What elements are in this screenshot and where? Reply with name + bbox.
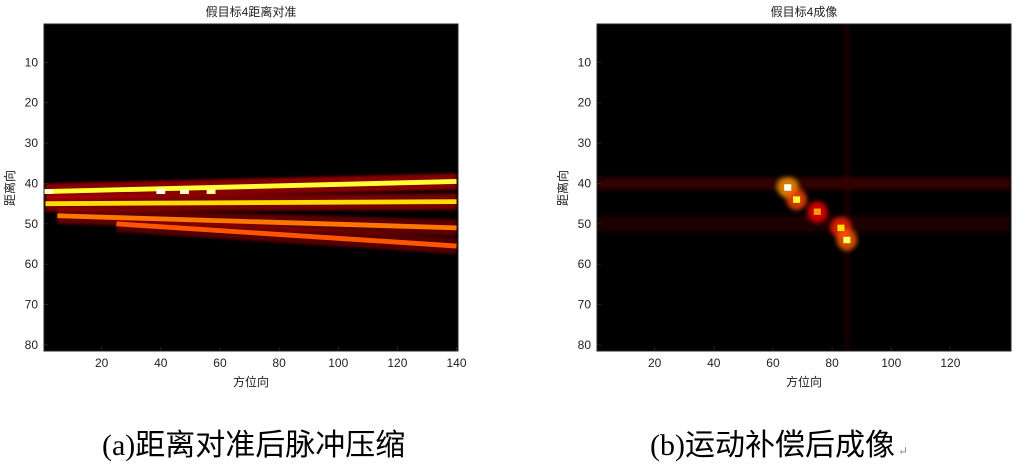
range-line-glow: [597, 215, 1011, 232]
y-tick-label: 70: [25, 298, 39, 312]
scatter-point-1: [784, 184, 792, 191]
y-tick-label: 50: [25, 217, 39, 231]
y-tick-label: 80: [25, 338, 39, 352]
x-tick-label: 140: [447, 356, 467, 370]
azimuth-line-glow: [843, 24, 850, 351]
x-axis-ticks: 20 40 60 80 100 120 140: [95, 347, 467, 370]
x-axis-ticks: 20 40 60 80 100 120: [648, 347, 961, 370]
caption-a: (a)距离对准后脉冲压缩: [102, 420, 405, 464]
x-axis-label: 方位向: [233, 374, 269, 389]
y-tick-label: 40: [578, 176, 592, 190]
band-4: [116, 221, 457, 249]
x-tick-label: 100: [328, 356, 348, 370]
band-1: [45, 179, 457, 194]
x-tick-label: 40: [707, 356, 721, 370]
scatter-point-4: [837, 224, 845, 232]
hotspot-2: [156, 189, 166, 194]
scatter-point-2: [793, 196, 801, 203]
y-tick-label: 10: [578, 55, 592, 69]
y-tick-label: 30: [25, 136, 39, 150]
y-tick-label: 50: [578, 217, 592, 231]
x-tick-label: 20: [95, 356, 109, 370]
scatter-point-5: [843, 236, 851, 244]
y-axis-ticks: 10 20 30 40 50 60 70 80: [578, 55, 601, 352]
y-tick-label: 80: [578, 338, 592, 352]
figure-svg: 假目标4距离对准 20 40 60 80 100 120 140 10 20 30 40 50 60 7…: [2, 4, 1012, 389]
caption-b-text: (b)运动补偿后成像: [650, 429, 895, 462]
axes-frame: [43, 23, 459, 352]
y-tick-label: 60: [25, 257, 39, 271]
x-tick-label: 60: [213, 356, 227, 370]
x-tick-label: 60: [766, 356, 780, 370]
return-mark-icon: ↵: [897, 444, 909, 458]
y-axis-ticks: 10 20 30 40 50 60 70 80: [25, 55, 48, 352]
y-tick-label: 20: [578, 96, 592, 110]
y-tick-label: 30: [578, 136, 592, 150]
scatter-point-3: [813, 208, 821, 215]
caption-a-text: (a)距离对准后脉冲压缩: [102, 429, 406, 462]
x-tick-label: 120: [387, 356, 407, 370]
y-tick-label: 70: [578, 298, 592, 312]
heatmap-marks: [597, 24, 1011, 351]
y-tick-label: 40: [25, 176, 39, 190]
axes-frame: [596, 23, 1012, 352]
range-line-glow: [597, 177, 1011, 190]
y-tick-label: 20: [25, 96, 39, 110]
heatmap-glow: [597, 24, 1011, 351]
chart-range-alignment: 假目标4距离对准 20 40 60 80 100 120 140 10 20 30 40 50 60 7…: [2, 4, 467, 389]
chart-motion-compensation: 假目标4成像 20 40 60 80 100 120 10 20 30 40 50 60 70 80 方…: [555, 5, 1012, 389]
x-tick-label: 120: [940, 356, 960, 370]
caption-b: (b)运动补偿后成像 ↵: [650, 420, 908, 464]
heatmap-marks: [44, 173, 458, 255]
x-tick-label: 80: [272, 356, 286, 370]
x-tick-label: 20: [648, 356, 662, 370]
x-tick-label: 40: [154, 356, 168, 370]
x-tick-label: 100: [881, 356, 901, 370]
hotspot-1: [44, 189, 53, 194]
band-3: [57, 213, 457, 231]
y-tick-label: 10: [25, 55, 39, 69]
y-axis-label: 距离向: [555, 170, 570, 206]
x-tick-label: 80: [825, 356, 839, 370]
hotspot-3: [180, 189, 189, 194]
x-axis-label: 方位向: [786, 374, 822, 389]
chart-title: 假目标4成像: [771, 5, 838, 19]
band-2: [45, 199, 457, 207]
hotspot-4: [206, 189, 216, 194]
chart-title: 假目标4距离对准: [206, 4, 297, 19]
y-axis-label: 距离向: [2, 170, 17, 206]
y-tick-label: 60: [578, 257, 592, 271]
